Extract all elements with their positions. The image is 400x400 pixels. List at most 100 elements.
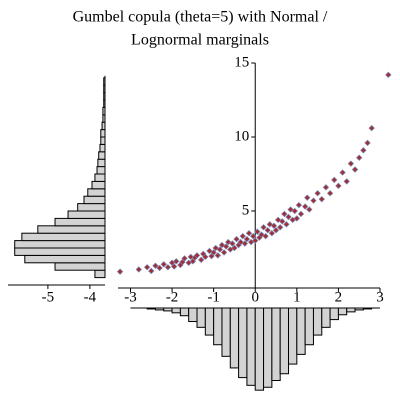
scatter-point (148, 267, 155, 275)
scatter-point (214, 252, 221, 259)
scatter-point (135, 266, 142, 273)
scatter-point (179, 258, 186, 266)
scatter-point (156, 264, 163, 272)
scatter-point (283, 221, 290, 228)
y-tick-label: 10 (234, 128, 249, 144)
histogram-bar (312, 307, 323, 336)
histogram-bar (100, 136, 106, 145)
chart-title: Lognormal marginals (131, 32, 269, 49)
scatter-point (181, 255, 188, 262)
scatter-point (339, 169, 346, 176)
histogram-bar (102, 106, 106, 116)
histogram-bar (354, 307, 364, 311)
y-tick-label: 15 (234, 54, 249, 70)
x-tick-label: -2 (166, 289, 179, 305)
x-tick-label: -5 (42, 289, 55, 305)
histogram-bar (179, 307, 190, 317)
histogram-bar (21, 232, 106, 242)
scatter-point (326, 190, 334, 197)
scatter-point (187, 253, 194, 261)
histogram-bar (346, 307, 356, 313)
scatter-point (351, 166, 359, 173)
histogram-bar (263, 307, 273, 388)
histogram-bar (321, 307, 331, 328)
histogram-bar (271, 307, 281, 381)
scatter-point (281, 210, 288, 218)
x-tick-label: 0 (251, 289, 259, 305)
scatter-point (310, 197, 317, 204)
scatter-point (274, 216, 282, 224)
histogram-bar (196, 307, 206, 328)
histogram-bar (24, 254, 106, 264)
scatter-point (160, 261, 167, 268)
histogram-bar (304, 307, 314, 346)
histogram-bar (204, 307, 215, 336)
scatter-point (233, 235, 240, 243)
histogram-bar (154, 307, 165, 311)
scatter-point (231, 244, 238, 252)
histogram-bar (103, 84, 106, 94)
histogram-bar (171, 307, 181, 314)
histogram-bar (83, 195, 106, 205)
histogram-bar (229, 307, 240, 369)
histogram-bar (94, 269, 106, 279)
x-tick-label: -1 (207, 289, 220, 305)
scatter-point (356, 154, 363, 161)
scatter-point (331, 176, 338, 184)
histogram-bar (54, 217, 106, 227)
scatter-point (295, 201, 303, 209)
scatter-point (277, 224, 284, 231)
scatter-point (347, 160, 355, 167)
histogram-bar (77, 203, 106, 212)
scatter-point (243, 235, 251, 243)
histogram-bar (67, 210, 106, 219)
x-tick-label: 2 (335, 289, 343, 305)
x-tick-label: 1 (293, 289, 301, 305)
histogram-bar (146, 307, 156, 310)
scatter-point (220, 249, 228, 256)
histogram-bar (288, 307, 298, 365)
histogram-bar (188, 307, 198, 323)
scatter-point (318, 195, 325, 203)
scatter-point (245, 230, 253, 237)
histogram-bar (103, 77, 106, 86)
scatter-point (116, 268, 124, 275)
scatter-point (322, 184, 330, 191)
histogram-bar (14, 247, 106, 256)
scatter-point (252, 237, 259, 244)
scatter-point (297, 210, 305, 218)
scatter-point (216, 246, 224, 253)
scatter-point (385, 71, 392, 79)
scatter-point (208, 252, 215, 260)
histogram-bar (96, 166, 106, 175)
x-tick-label: -3 (124, 289, 137, 305)
scatter-point (343, 178, 350, 185)
histogram-bar (101, 121, 106, 131)
scatter-point (268, 230, 276, 237)
histogram-bar (296, 307, 306, 355)
scatter-point (266, 221, 273, 228)
scatter-point (173, 258, 180, 265)
scatter-point (314, 190, 321, 197)
scatter-point (241, 240, 249, 247)
scatter-point (368, 124, 375, 132)
histogram-bar (91, 180, 106, 190)
scatter-point (301, 203, 309, 210)
scatter-point (272, 227, 280, 234)
x-tick-label: -4 (84, 289, 97, 305)
histogram-bar (362, 307, 373, 310)
scatter-point (222, 243, 230, 250)
histogram-bar (238, 307, 248, 379)
scatter-point (193, 252, 201, 259)
chart-title: Gumbel copula (theta=5) with Normal / (73, 9, 328, 26)
histogram-bar (54, 262, 106, 271)
scatter-point (164, 264, 172, 271)
scatter-point (202, 253, 209, 261)
scatter-point (143, 264, 151, 271)
y-tick-label: 5 (242, 202, 250, 218)
histogram-bar (99, 143, 106, 153)
scatter-point (229, 240, 236, 247)
scatter-point (270, 222, 278, 229)
histogram-bar (103, 92, 106, 101)
